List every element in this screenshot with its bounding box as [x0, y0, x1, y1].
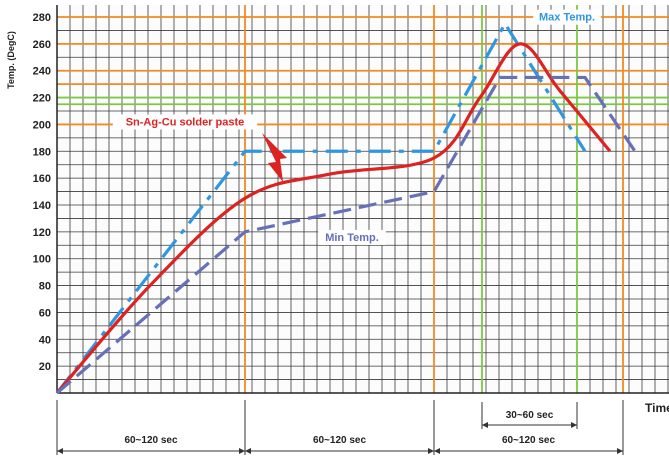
interval-arrowhead — [482, 422, 488, 428]
y-tick-label: 220 — [33, 93, 51, 105]
y-tick-label: 200 — [33, 119, 51, 131]
annotations: Max Temp. Sn-Ag-Cu solder paste Min Temp. — [112, 9, 601, 245]
y-tick-label: 280 — [33, 12, 51, 24]
grid-lines — [57, 5, 669, 393]
interval-label: 30~60 sec — [506, 410, 554, 421]
y-tick-label: 140 — [33, 200, 51, 212]
y-axis-label: Temp. (DegC) — [6, 31, 16, 89]
plot-area — [57, 5, 669, 393]
annotation-arrow — [262, 133, 287, 182]
y-tick-label: 80 — [39, 281, 51, 293]
y-tick-label: 40 — [39, 334, 51, 346]
y-tick-label: 120 — [33, 227, 51, 239]
interval-arrowhead — [57, 448, 63, 454]
y-tick-label: 240 — [33, 66, 51, 78]
annotation-label: Min Temp. — [325, 232, 379, 244]
series-line-min-temp — [55, 75, 637, 395]
series-line-sn-ag-cu-solder-paste — [55, 42, 612, 395]
interval-label: 60~120 sec — [313, 435, 367, 446]
interval-arrowhead — [571, 422, 577, 428]
annotation-background — [318, 229, 386, 245]
y-tick-label: 180 — [33, 146, 51, 158]
x-axis-label: Time — [645, 401, 669, 415]
y-tick-label: 260 — [33, 39, 51, 51]
y-tick-label: 20 — [39, 361, 51, 373]
annotation-label: Max Temp. — [539, 12, 595, 24]
y-tick-labels: 20 40 60 80 100 120 140 160 180 200 220 240 260 280 — [33, 12, 51, 373]
y-tick-label: 100 — [33, 254, 51, 266]
annotation-label: Sn-Ag-Cu solder paste — [126, 116, 245, 128]
interval-markers: 60~120 sec 60~120 sec 60~120 sec 30~60 sec — [56, 400, 624, 455]
interval-arrowhead — [239, 448, 245, 454]
annotation-background — [533, 9, 601, 25]
interval-label: 60~120 sec — [124, 435, 178, 446]
interval-label: 60~120 sec — [502, 435, 556, 446]
interval-arrowhead — [617, 448, 623, 454]
series-lines — [55, 22, 637, 395]
interval-arrowhead — [428, 448, 434, 454]
y-tick-label: 160 — [33, 173, 51, 185]
series-line-max-temp — [55, 22, 587, 394]
annotation-background — [112, 114, 258, 130]
y-tick-label: 60 — [39, 307, 51, 319]
interval-arrowhead — [434, 448, 440, 454]
axes — [56, 5, 669, 394]
interval-arrowhead — [245, 448, 251, 454]
